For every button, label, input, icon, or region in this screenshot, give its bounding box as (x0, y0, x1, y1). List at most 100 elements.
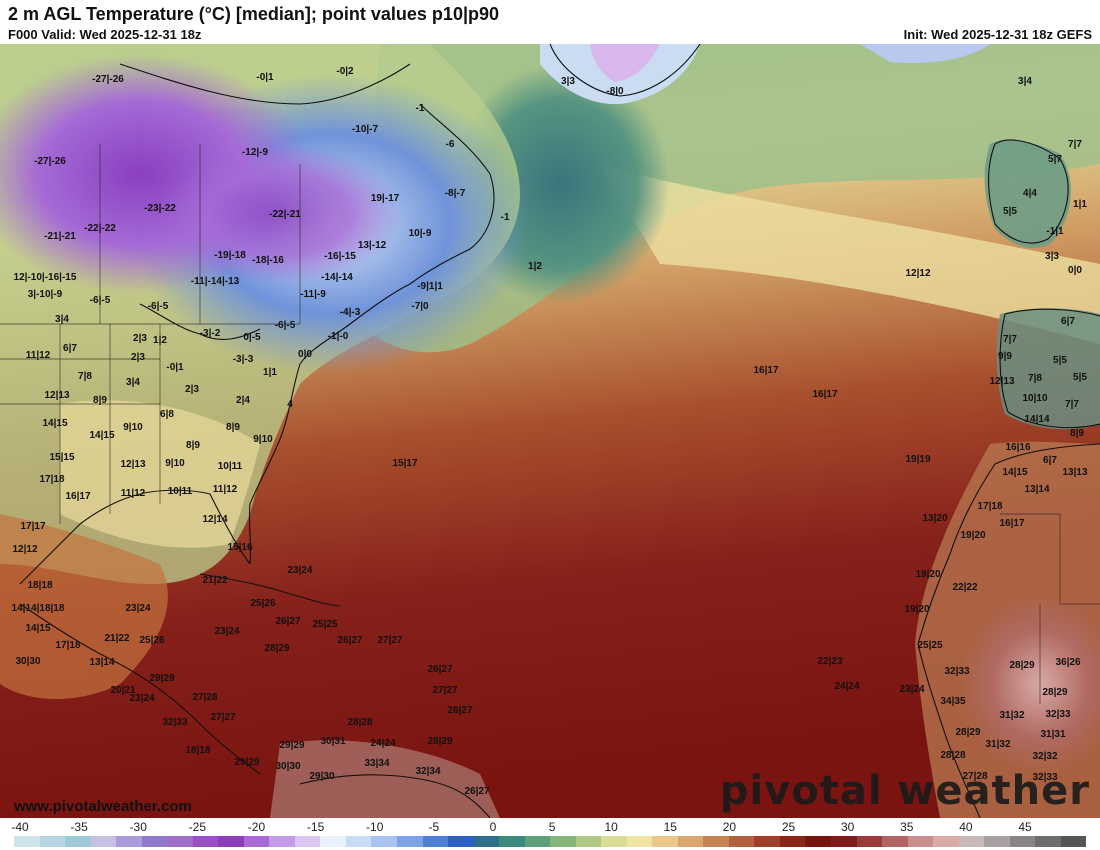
point-value-label: -27|-26 (34, 156, 66, 167)
britain-coast (988, 139, 1069, 244)
point-value-label: 6|7 (1061, 316, 1075, 327)
point-value-label: 12|13 (120, 459, 145, 470)
point-value-label: -1|1 (1046, 226, 1064, 237)
point-value-label: -14|-14 (321, 272, 353, 283)
point-value-label: 1|1 (1073, 199, 1087, 210)
legend-tick-label: -10 (366, 820, 384, 834)
legend-tick-label: 5 (548, 820, 556, 834)
legend-color-cell (601, 836, 627, 847)
point-value-label: -3|-2 (200, 328, 221, 339)
point-value-label: 26|27 (427, 664, 452, 675)
point-value-label: -22|-22 (84, 223, 116, 234)
point-value-label: 14|14 (1024, 414, 1049, 425)
point-value-label: -1 (416, 103, 425, 114)
point-value-label: 12|-10|-16|-15 (14, 272, 77, 283)
point-value-label: 4|4 (1023, 188, 1037, 199)
point-value-label: 36|26 (1055, 657, 1080, 668)
legend-tick-label: -40 (11, 820, 29, 834)
point-value-label: 4 (287, 399, 293, 410)
point-value-label: 7|7 (1068, 139, 1082, 150)
south-america-coast (299, 774, 491, 818)
point-value-label: 25|25 (917, 640, 942, 651)
point-value-label: 18|18 (27, 580, 52, 591)
point-value-label: -0|1 (166, 362, 184, 373)
point-value-label: 10|-9 (409, 228, 432, 239)
point-value-label: 10|11 (218, 461, 243, 472)
point-value-label: 12|13 (989, 376, 1014, 387)
canada-province-lines (99, 144, 301, 324)
point-value-label: 1|2 (528, 261, 542, 272)
point-value-label: 31|31 (1040, 729, 1065, 740)
legend-color-cell (524, 836, 551, 847)
point-value-label: 3|3 (561, 76, 575, 87)
point-value-label: 26|27 (447, 705, 472, 716)
point-value-label: -23|-22 (144, 203, 176, 214)
legend-color-cell (39, 836, 66, 847)
legend-color-cell (550, 836, 576, 847)
point-value-label: -11|-9 (300, 289, 326, 300)
point-value-label: 2|3 (131, 352, 145, 363)
point-value-label: 12|12 (905, 268, 930, 279)
point-value-label: 12|12 (12, 544, 37, 555)
point-value-label: 16|17 (812, 389, 837, 400)
point-value-label: 28|28 (347, 717, 372, 728)
point-value-label: 3|3 (1045, 251, 1059, 262)
cuba-coast (199, 573, 341, 607)
legend-color-cell (805, 836, 831, 847)
legend-color-cell (1060, 836, 1087, 847)
point-value-label: 0|0 (1068, 265, 1082, 276)
point-value-label: 7|8 (78, 371, 92, 382)
point-value-label: 5|5 (1073, 372, 1087, 383)
point-value-label: 27|27 (210, 712, 235, 723)
legend-color-cell (14, 836, 40, 847)
legend-tick-label: 45 (1018, 820, 1032, 834)
greenland-core (590, 44, 660, 82)
point-value-label: 30|30 (15, 656, 40, 667)
point-value-label: -8|0 (606, 86, 624, 97)
point-value-label: 14|15 (42, 418, 67, 429)
point-value-label: 31|32 (985, 739, 1010, 750)
point-value-label: 18|18 (185, 745, 210, 756)
iberia-field (996, 308, 1100, 430)
south-america-land (270, 740, 500, 818)
point-value-label: 2|3 (185, 384, 199, 395)
point-value-label: 16|17 (999, 518, 1024, 529)
point-value-label: -4|-3 (340, 307, 361, 318)
point-value-label: 31|32 (999, 710, 1024, 721)
legend-color-cell (294, 836, 321, 847)
point-value-label: 28|29 (427, 736, 452, 747)
point-value-label: 19|20 (915, 569, 940, 580)
point-value-label: 26|27 (464, 786, 489, 797)
point-value-label: 9|9 (998, 351, 1012, 362)
point-value-label: 32|33 (162, 717, 187, 728)
point-value-label: 26|27 (275, 616, 300, 627)
legend-tick-label: 35 (900, 820, 914, 834)
point-value-label: 5|7 (1048, 154, 1062, 165)
point-value-label: 26|27 (337, 635, 362, 646)
point-value-label: 8|9 (226, 422, 240, 433)
point-value-label: -6|-5 (90, 295, 111, 306)
point-value-label: 30|31 (320, 736, 345, 747)
point-value-label: 32|33 (944, 666, 969, 677)
mexico-field (0, 514, 168, 699)
point-value-label: 25|26 (139, 635, 164, 646)
coastlines (19, 44, 1100, 818)
legend-color-cell (1009, 836, 1036, 847)
legend-color-cell (116, 836, 142, 847)
point-value-label: 23|24 (125, 603, 150, 614)
legend-color-cell (473, 836, 500, 847)
legend-color-cell (882, 836, 908, 847)
point-value-label: 13|-12 (358, 240, 387, 251)
point-value-label: -19|-18 (214, 250, 246, 261)
africa-coast (917, 443, 1100, 818)
legend-color-cell (728, 836, 755, 847)
point-value-label: 27|28 (962, 771, 987, 782)
legend-color-cell (1035, 836, 1061, 847)
point-values: -27|-26 -0|1 -0|2 3|3 -8|0 3|4 -1 -10|-7 -6 -12|-… (12, 66, 1088, 797)
quebec-cold-core (160, 144, 400, 284)
map-canvas: -27|-26 -0|1 -0|2 3|3 -8|0 3|4 -1 -10|-7 -6 -12|-… (0, 44, 1100, 818)
point-value-label: 5|5 (1053, 355, 1067, 366)
central-america-coast (19, 603, 261, 775)
point-value-label: 8|9 (186, 440, 200, 451)
valid-time: F000 Valid: Wed 2025-12-31 18z (8, 27, 202, 42)
